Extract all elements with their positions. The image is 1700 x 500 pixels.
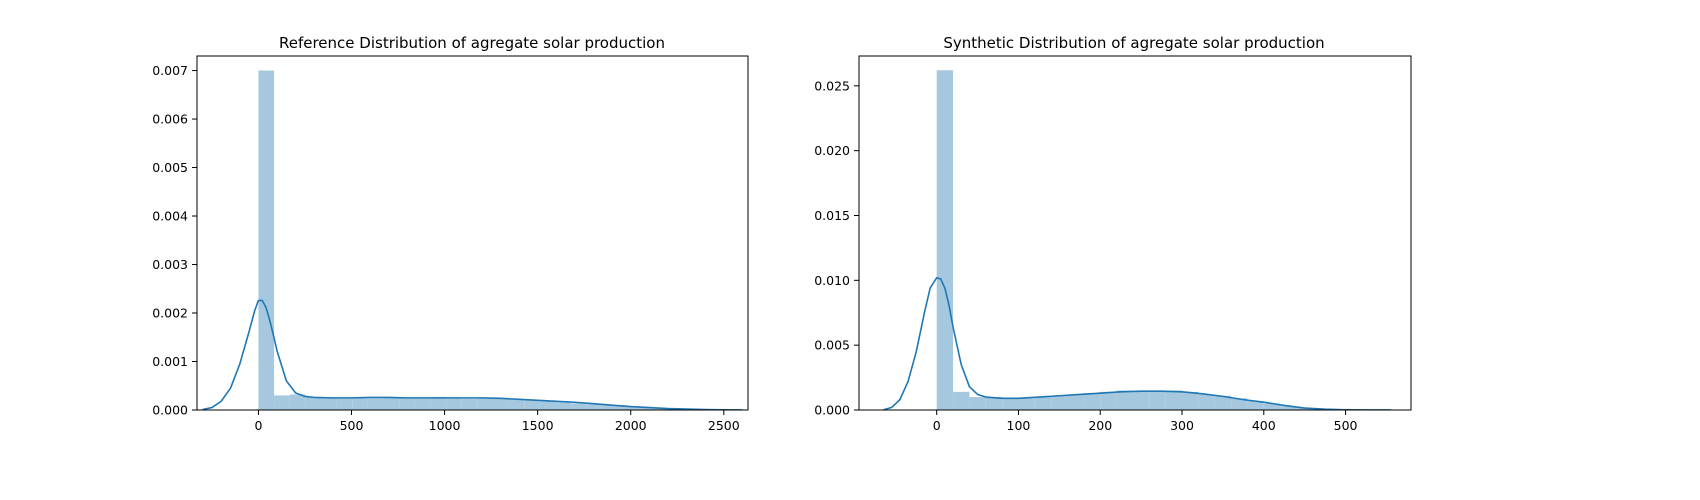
synthetic-x-tick-label: 500 bbox=[1334, 418, 1358, 433]
synthetic-histogram-bar bbox=[1100, 391, 1117, 410]
reference-histogram-bar bbox=[477, 398, 493, 410]
reference-histogram-bar bbox=[461, 398, 478, 410]
synthetic-histogram-bar bbox=[1116, 390, 1133, 410]
synthetic-histogram-bar bbox=[1067, 394, 1084, 410]
synthetic-x-tick-label: 400 bbox=[1252, 418, 1276, 433]
reference-x-tick-label: 1000 bbox=[429, 418, 461, 433]
reference-histogram-bar bbox=[492, 398, 509, 410]
reference-kde-line bbox=[202, 299, 743, 410]
synthetic-histogram-bar bbox=[1263, 403, 1281, 410]
reference-y-tick-label: 0.005 bbox=[152, 160, 188, 175]
reference-y-tick-label: 0.001 bbox=[152, 354, 188, 369]
synthetic-plot-title: Synthetic Distribution of agregate solar… bbox=[943, 34, 1324, 52]
synthetic-x-tick-label: 200 bbox=[1088, 418, 1112, 433]
synthetic-histogram-bar bbox=[969, 397, 986, 410]
reference-histogram-bar bbox=[555, 402, 572, 410]
reference-plot-area bbox=[202, 70, 743, 410]
reference-x-tick-label: 0 bbox=[254, 418, 262, 433]
synthetic-histogram-bar bbox=[1296, 408, 1313, 410]
reference-histogram-bar bbox=[274, 395, 290, 410]
reference-distribution-plot: Reference Distribution of agregate solar… bbox=[152, 34, 749, 433]
synthetic-histogram-bar bbox=[1214, 395, 1232, 410]
synthetic-plot-area bbox=[883, 70, 1391, 410]
synthetic-histogram-bar bbox=[1083, 393, 1101, 410]
reference-histogram-bar bbox=[524, 400, 540, 410]
reference-x-tick-label: 2000 bbox=[615, 418, 647, 433]
reference-y-tick-label: 0.002 bbox=[152, 306, 188, 321]
reference-plot-title: Reference Distribution of agregate solar… bbox=[279, 34, 665, 52]
reference-histogram-bar bbox=[352, 398, 368, 410]
synthetic-histogram-bar bbox=[1149, 390, 1166, 410]
synthetic-distribution-plot: Synthetic Distribution of agregate solar… bbox=[814, 34, 1412, 433]
reference-histogram-bar bbox=[383, 397, 400, 410]
synthetic-x-tick-label: 100 bbox=[1007, 418, 1031, 433]
reference-histogram-bar bbox=[539, 401, 556, 410]
reference-histogram-bar bbox=[289, 394, 306, 410]
reference-histogram-bar bbox=[305, 396, 321, 410]
reference-histogram-bar bbox=[430, 396, 447, 410]
reference-x-tick-label: 2500 bbox=[708, 418, 740, 433]
synthetic-x-tick-label: 0 bbox=[933, 418, 941, 433]
reference-y-tick-label: 0.000 bbox=[152, 403, 188, 418]
reference-histogram-bar bbox=[446, 398, 462, 410]
synthetic-y-tick-label: 0.015 bbox=[814, 208, 850, 223]
synthetic-y-tick-label: 0.005 bbox=[814, 338, 850, 353]
reference-histogram-bar bbox=[414, 397, 431, 410]
reference-axes-frame bbox=[196, 55, 749, 411]
synthetic-axes-frame bbox=[858, 55, 1412, 411]
synthetic-y-tick-label: 0.025 bbox=[814, 78, 850, 93]
reference-histogram-bar bbox=[508, 399, 525, 410]
reference-histogram-bar bbox=[336, 398, 353, 410]
reference-histogram-bar bbox=[399, 398, 415, 410]
synthetic-y-tick-label: 0.010 bbox=[814, 273, 850, 288]
reference-histogram-bar bbox=[586, 404, 603, 410]
synthetic-y-tick-label: 0.000 bbox=[814, 403, 850, 418]
reference-histogram-bar bbox=[258, 70, 275, 410]
reference-histogram-bar bbox=[367, 398, 384, 410]
synthetic-histogram-bar bbox=[1231, 398, 1248, 410]
reference-y-tick-label: 0.003 bbox=[152, 257, 188, 272]
reference-y-tick-label: 0.006 bbox=[152, 112, 188, 127]
synthetic-histogram-bar bbox=[1002, 398, 1019, 410]
reference-y-tick-label: 0.007 bbox=[152, 63, 188, 78]
synthetic-histogram-bar bbox=[1198, 394, 1215, 410]
reference-x-tick-label: 1500 bbox=[522, 418, 554, 433]
synthetic-histogram-bar bbox=[1280, 406, 1297, 410]
synthetic-histogram-bar bbox=[936, 70, 954, 410]
synthetic-x-tick-label: 300 bbox=[1170, 418, 1194, 433]
reference-y-tick-label: 0.004 bbox=[152, 209, 188, 224]
synthetic-histogram-bar bbox=[1018, 398, 1035, 410]
reference-x-tick-label: 500 bbox=[340, 418, 364, 433]
reference-histogram-bar bbox=[320, 397, 337, 410]
reference-histogram-bar bbox=[633, 407, 650, 410]
synthetic-histogram-bar bbox=[1165, 390, 1183, 410]
synthetic-kde-line bbox=[883, 276, 1391, 410]
reference-histogram-bar bbox=[571, 403, 587, 410]
synthetic-histogram-bar bbox=[1247, 400, 1264, 410]
synthetic-histogram-bar bbox=[1034, 397, 1052, 410]
synthetic-histogram-bar bbox=[953, 391, 970, 410]
synthetic-histogram-bar bbox=[1051, 395, 1068, 410]
synthetic-histogram-bar bbox=[1132, 390, 1150, 410]
synthetic-histogram-bar bbox=[1182, 391, 1199, 410]
synthetic-y-tick-label: 0.020 bbox=[814, 143, 850, 158]
reference-histogram-bar bbox=[602, 405, 619, 410]
reference-histogram-bar bbox=[618, 406, 634, 410]
synthetic-histogram-bar bbox=[985, 397, 1003, 410]
reference-histogram-bar bbox=[649, 408, 665, 410]
